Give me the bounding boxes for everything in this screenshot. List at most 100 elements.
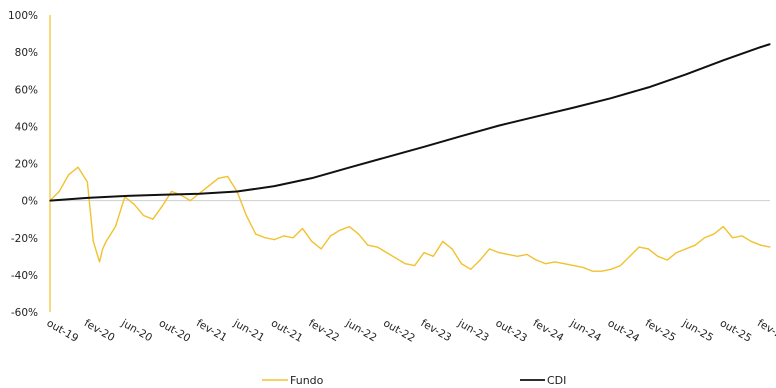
- legend-label-fundo: Fundo: [290, 374, 324, 387]
- x-tick-label: out-19: [45, 317, 81, 345]
- y-tick-label: 40%: [15, 121, 38, 133]
- data-point-fundo: [666, 259, 668, 261]
- data-point-cdi: [535, 115, 537, 118]
- data-point-fundo: [77, 166, 79, 168]
- data-point-fundo: [629, 255, 631, 257]
- data-point-fundo: [142, 214, 145, 217]
- data-point-fundo: [769, 246, 771, 248]
- data-point-cdi: [161, 194, 163, 196]
- data-point-fundo: [217, 177, 219, 179]
- data-point-fundo: [414, 264, 416, 267]
- data-point-fundo: [470, 268, 472, 270]
- data-point-fundo: [367, 244, 369, 246]
- data-point-fundo: [657, 255, 659, 257]
- x-tick-label: jun-22: [343, 317, 379, 345]
- y-tick-label: -40%: [11, 270, 38, 282]
- data-point-fundo: [685, 248, 687, 250]
- x-tick-label: out-21: [269, 317, 305, 345]
- data-point-fundo: [105, 240, 107, 243]
- data-point-cdi: [86, 197, 88, 199]
- data-point-fundo: [516, 255, 519, 257]
- y-tick-label: 60%: [15, 84, 38, 96]
- data-point-fundo: [638, 246, 640, 248]
- data-point-fundo: [442, 240, 444, 243]
- data-point-fundo: [619, 264, 621, 267]
- data-point-fundo: [544, 263, 547, 265]
- data-point-fundo: [460, 263, 463, 265]
- data-point-fundo: [610, 268, 612, 270]
- data-point-fundo: [273, 239, 276, 241]
- x-tick-label: fev-25: [643, 317, 678, 344]
- x-tick-label: jun-23: [455, 317, 491, 345]
- data-point-cdi: [498, 125, 500, 127]
- x-tick-label: jun-21: [231, 317, 267, 345]
- x-tick-label: fev-22: [306, 317, 341, 344]
- data-point-fundo: [423, 252, 425, 254]
- y-axis-labels: 100% 80% 60% 40% 20% 0% -20% -40% -60%: [8, 10, 38, 319]
- data-point-fundo: [647, 248, 650, 250]
- data-point-cdi: [236, 190, 238, 193]
- series-line-fundo: [49, 166, 771, 272]
- data-point-cdi: [573, 107, 575, 109]
- y-tick-label: 0%: [21, 196, 38, 208]
- data-point-fundo: [301, 227, 304, 230]
- data-point-fundo: [245, 214, 247, 217]
- data-point-fundo: [311, 240, 313, 243]
- y-tick-label: -60%: [11, 307, 38, 319]
- data-point-fundo: [92, 240, 94, 243]
- data-point-fundo: [161, 205, 163, 207]
- data-point-cdi: [760, 46, 762, 48]
- x-tick-label: out-22: [381, 317, 417, 345]
- x-tick-label: fev-26: [755, 317, 776, 344]
- y-tick-label: -20%: [11, 233, 38, 245]
- data-point-fundo: [507, 253, 509, 256]
- data-point-fundo: [601, 270, 603, 272]
- data-point-cdi: [722, 59, 724, 61]
- legend-label-cdi: CDI: [547, 374, 566, 387]
- data-point-cdi: [769, 43, 771, 45]
- data-point-fundo: [348, 226, 350, 228]
- x-tick-label: out-20: [157, 317, 193, 345]
- data-point-fundo: [732, 237, 734, 239]
- data-point-fundo: [98, 261, 101, 263]
- x-tick-label: fev-23: [419, 317, 454, 344]
- data-point-fundo: [582, 266, 584, 269]
- data-point-fundo: [320, 248, 322, 250]
- y-tick-label: 20%: [15, 159, 38, 171]
- data-point-fundo: [329, 235, 332, 237]
- y-tick-label: 80%: [15, 47, 38, 59]
- data-point-fundo: [339, 229, 341, 231]
- x-tick-label: jun-25: [679, 317, 715, 345]
- data-point-fundo: [208, 185, 210, 187]
- data-point-fundo: [264, 237, 266, 239]
- data-point-fundo: [357, 233, 360, 235]
- data-point-fundo: [554, 261, 556, 263]
- data-point-fundo: [283, 235, 285, 237]
- data-point-fundo: [58, 190, 60, 192]
- data-point-fundo: [563, 263, 565, 265]
- x-tick-label: out-24: [606, 317, 642, 345]
- data-point-cdi: [460, 135, 463, 137]
- data-point-fundo: [591, 270, 593, 272]
- data-point-fundo: [694, 244, 696, 246]
- x-tick-label: out-23: [493, 317, 529, 345]
- x-tick-label: fev-21: [194, 317, 229, 344]
- data-point-cdi: [386, 156, 388, 158]
- data-point-cdi: [647, 86, 650, 88]
- data-point-fundo: [395, 257, 397, 259]
- data-point-fundo: [404, 263, 406, 265]
- data-point-fundo: [114, 226, 117, 228]
- data-point-fundo: [255, 233, 257, 235]
- series-line-cdi: [49, 43, 771, 202]
- data-point-fundo: [498, 252, 500, 254]
- data-point-cdi: [49, 200, 51, 202]
- x-tick-label: jun-20: [118, 317, 154, 345]
- data-point-cdi: [610, 97, 612, 99]
- data-point-fundo: [189, 200, 191, 202]
- data-point-cdi: [423, 146, 425, 148]
- data-point-fundo: [760, 244, 762, 246]
- data-point-fundo: [68, 174, 70, 176]
- data-point-cdi: [124, 195, 126, 197]
- x-axis-labels: out-19 fev-20 jun-20 out-20 fev-21 jun-21 out-…: [45, 317, 776, 345]
